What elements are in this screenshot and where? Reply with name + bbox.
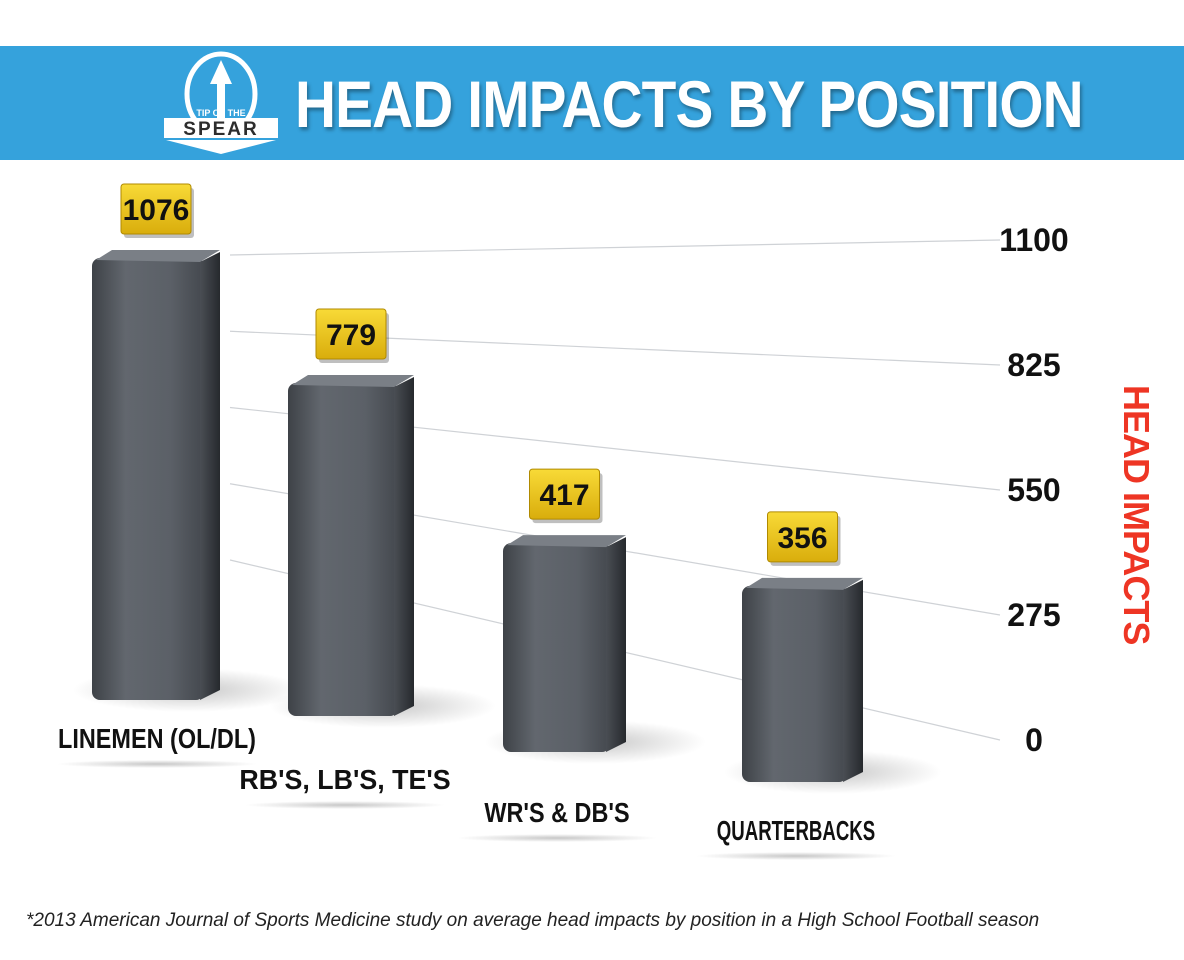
y-tick-label: 0 xyxy=(1025,722,1043,758)
value-label-box xyxy=(767,511,838,563)
bar-top xyxy=(96,249,220,262)
source-footnote: *2013 American Journal of Sports Medicin… xyxy=(26,910,1040,931)
category-underline xyxy=(245,801,445,809)
logo-text-top: TIP OF THE xyxy=(196,108,245,118)
bar xyxy=(288,382,398,716)
category-label: RB'S, LB'S, TE'S xyxy=(239,764,450,795)
category-underline xyxy=(457,834,657,842)
bar-top xyxy=(746,577,863,590)
value-label: 356 xyxy=(777,522,827,555)
y-tick-label: 550 xyxy=(1007,472,1060,508)
y-tick-label: 275 xyxy=(1007,597,1060,633)
value-label-box xyxy=(315,308,387,360)
bar-side xyxy=(394,376,414,716)
y-tick-label: 1100 xyxy=(999,222,1068,258)
value-label-box xyxy=(529,468,600,520)
value-label: 417 xyxy=(539,479,589,512)
category-label: LINEMEN (OL/DL) xyxy=(58,723,256,754)
bar-side xyxy=(200,251,220,701)
value-label-box xyxy=(120,183,192,235)
bar xyxy=(92,257,204,700)
bar-side xyxy=(606,537,626,752)
category-underline xyxy=(696,852,896,860)
y-tick-label: 825 xyxy=(1007,347,1060,383)
bar xyxy=(503,543,610,752)
y-axis-title: HEAD IMPACTS xyxy=(1116,385,1157,645)
value-label: 1076 xyxy=(123,194,190,227)
tip-of-the-spear-logo: TIP OF THE SPEAR xyxy=(164,51,278,154)
logo-text-bottom: SPEAR xyxy=(183,119,258,140)
gridline xyxy=(229,239,1001,256)
value-label: 779 xyxy=(326,319,376,352)
bar-top xyxy=(292,374,414,387)
bar xyxy=(742,585,847,782)
category-label: WR'S & DB'S xyxy=(484,797,629,828)
category-underline xyxy=(57,760,257,768)
category-label: QUARTERBACKS xyxy=(717,815,875,846)
bar-side xyxy=(843,579,863,782)
bar-top xyxy=(507,535,626,548)
